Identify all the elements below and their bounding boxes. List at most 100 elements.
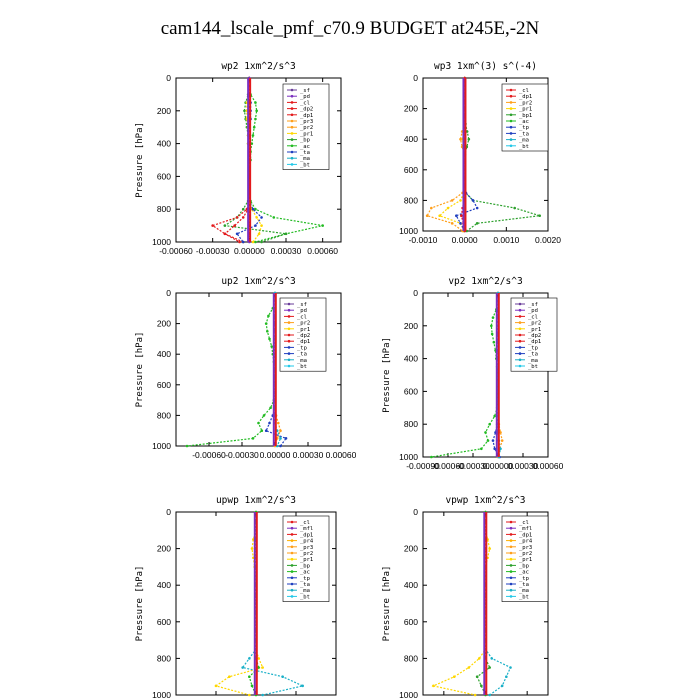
legend-marker — [290, 582, 294, 586]
legend-label: _cl — [297, 314, 307, 320]
legend-label: _pr3 — [300, 119, 313, 125]
data-point — [450, 222, 454, 225]
legend-label: _bp1 — [519, 113, 532, 119]
data-point — [241, 666, 244, 669]
data-point — [257, 657, 260, 660]
y-tick-label: 1000 — [152, 690, 171, 700]
legend-marker — [509, 526, 513, 530]
x-tick-label: -0.00090 — [406, 461, 440, 471]
data-point — [243, 109, 246, 113]
data-point — [491, 316, 495, 319]
data-point — [268, 421, 271, 425]
plot-frame — [175, 292, 342, 447]
data-point — [430, 455, 433, 459]
data-point — [281, 675, 284, 678]
series-line — [248, 78, 323, 243]
data-point — [264, 322, 268, 325]
panel-6: vpwp 1xm^2/s^3 Pressure [hPa] 0 200 400 600 80… — [382, 495, 549, 700]
data-point — [488, 666, 491, 669]
legend-label: _dp2 — [300, 107, 313, 113]
data-point — [430, 206, 433, 210]
data-point — [491, 439, 495, 442]
y-tick-label: 800 — [404, 653, 418, 663]
legend-label: _pr2 — [300, 125, 313, 131]
panel-3: up2 1xm^2/s^3 Pressure [hPa] 0 200 400 600 800… — [135, 276, 357, 460]
data-point — [251, 134, 255, 137]
panel-2: wp3 1xm^(3) s^(-4) 0 200 400 600 800 1000-0.00… — [399, 61, 561, 245]
panel-title: wp3 1xm^(3) s^(-4) — [434, 61, 537, 72]
legend-marker — [509, 533, 513, 536]
x-tick-label: 0.0020 — [535, 235, 561, 245]
data-point — [241, 216, 245, 219]
legend-marker — [509, 107, 513, 110]
data-point — [480, 684, 483, 688]
legend-label: _ma — [300, 588, 310, 594]
legend-marker — [290, 163, 294, 166]
legend-marker — [290, 576, 294, 580]
y-tick-label: 800 — [157, 204, 171, 214]
series-line — [438, 78, 466, 232]
data-point — [223, 224, 227, 227]
data-point — [235, 232, 239, 236]
data-point — [486, 439, 490, 442]
legend-label: _ta — [519, 131, 529, 137]
legend-label: _tp — [519, 125, 529, 131]
y-tick-label: 200 — [404, 544, 418, 554]
legend-label: _dp1 — [300, 113, 313, 119]
legend-marker — [287, 364, 291, 368]
legend-marker — [290, 533, 294, 536]
data-point — [238, 240, 241, 244]
legend-marker — [518, 302, 522, 306]
legend-marker — [290, 539, 294, 542]
legend-marker — [509, 94, 513, 98]
data-point — [260, 216, 263, 219]
legend-marker — [290, 125, 294, 129]
panel-title: wp2 1xm^2/s^3 — [221, 61, 295, 72]
legend-marker — [290, 94, 294, 98]
legend-marker — [509, 545, 513, 549]
y-tick-label: 400 — [404, 580, 418, 590]
y-tick-label: 200 — [157, 319, 171, 329]
legend-label: _tp — [528, 345, 538, 351]
legend-label: _ma — [300, 156, 310, 162]
legend-label: _pr2 — [519, 100, 532, 106]
y-tick-label: 0 — [166, 288, 171, 298]
panel-title: vpwp 1xm^2/s^3 — [445, 495, 525, 506]
legend-marker — [290, 132, 294, 135]
y-axis-label: Pressure [hPa] — [135, 566, 145, 642]
y-tick-label: 0 — [166, 73, 171, 83]
data-point — [214, 684, 218, 688]
legend-marker — [518, 333, 522, 337]
plot-frame — [422, 292, 549, 458]
data-point — [438, 214, 441, 217]
x-tick-label: -0.00030 — [225, 450, 259, 460]
x-tick-label: -0.00030 — [456, 461, 490, 471]
legend-label: _pr4 — [519, 539, 533, 545]
x-tick-label: 0.0000 — [452, 235, 478, 245]
legend-marker — [509, 113, 513, 117]
data-point — [321, 224, 324, 227]
data-point — [251, 207, 255, 211]
data-point — [509, 666, 512, 669]
legend-label: _cl — [519, 520, 529, 526]
legend-marker — [287, 333, 291, 337]
legend-label: _pr1 — [528, 327, 541, 333]
y-tick-label: 1000 — [399, 226, 418, 236]
legend-marker — [290, 113, 294, 117]
legend-label: _ma — [297, 358, 307, 364]
legend-marker — [290, 588, 294, 592]
data-point — [460, 214, 463, 217]
data-point — [223, 232, 227, 236]
y-tick-label: 400 — [404, 134, 418, 144]
data-point — [465, 130, 469, 133]
legend-label: _dp1 — [519, 94, 532, 100]
data-point — [261, 666, 264, 669]
legend-marker — [509, 125, 513, 129]
y-axis-label: Pressure [hPa] — [382, 566, 392, 642]
y-tick-label: 400 — [157, 349, 171, 359]
legend-label: _ac — [519, 570, 529, 576]
legend-label: _dp1 — [528, 339, 541, 345]
data-point — [254, 240, 257, 244]
series-line — [223, 78, 287, 243]
legend-label: _dp2 — [297, 333, 310, 339]
